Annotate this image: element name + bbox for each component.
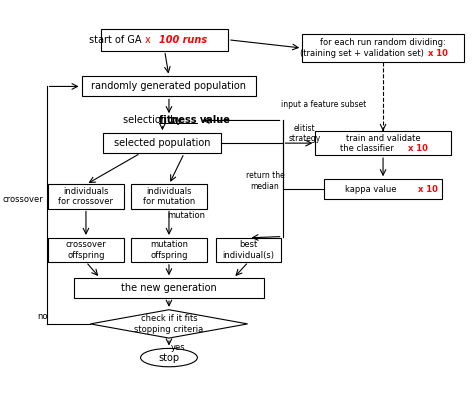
FancyBboxPatch shape (48, 238, 124, 262)
Text: x: x (145, 35, 154, 45)
FancyBboxPatch shape (131, 184, 207, 209)
Text: selected population: selected population (114, 138, 210, 148)
Text: selection by: selection by (123, 116, 185, 125)
Text: x 10: x 10 (409, 143, 428, 152)
FancyBboxPatch shape (74, 278, 264, 298)
Text: no: no (37, 312, 47, 321)
Text: individuals
for mutation: individuals for mutation (143, 187, 195, 206)
Text: (training set + validation set): (training set + validation set) (300, 49, 427, 58)
Text: mutation
offspring: mutation offspring (150, 240, 188, 259)
Text: best
individual(s): best individual(s) (222, 240, 274, 259)
Text: the new generation: the new generation (121, 283, 217, 293)
Text: input a feature subset: input a feature subset (282, 100, 367, 109)
FancyBboxPatch shape (103, 133, 221, 153)
Text: 100 runs: 100 runs (159, 35, 208, 45)
Text: crossover: crossover (2, 195, 43, 204)
FancyBboxPatch shape (82, 76, 256, 96)
Text: stop: stop (158, 353, 180, 363)
Text: start of GA: start of GA (89, 35, 145, 45)
Text: mutation: mutation (167, 211, 205, 220)
FancyBboxPatch shape (324, 179, 442, 199)
Text: x 10: x 10 (418, 185, 438, 194)
Text: the classifier: the classifier (339, 143, 396, 152)
FancyBboxPatch shape (302, 34, 464, 62)
FancyBboxPatch shape (315, 131, 451, 155)
Text: randomly generated population: randomly generated population (91, 81, 246, 92)
Text: train and validate: train and validate (346, 134, 420, 143)
FancyBboxPatch shape (131, 238, 207, 262)
FancyBboxPatch shape (48, 184, 124, 209)
FancyBboxPatch shape (101, 29, 228, 51)
Text: return the
median: return the median (246, 171, 284, 191)
Ellipse shape (141, 349, 197, 367)
Text: yes: yes (170, 343, 185, 353)
Text: individuals
for crossover: individuals for crossover (58, 187, 113, 206)
Text: kappa value: kappa value (345, 185, 399, 194)
Text: for each run random dividing:: for each run random dividing: (320, 38, 446, 47)
Polygon shape (91, 310, 247, 338)
Text: check if it fits
stopping criteria: check if it fits stopping criteria (134, 314, 204, 334)
Text: fitness value: fitness value (159, 116, 230, 125)
Text: elitist
strategy: elitist strategy (288, 124, 320, 143)
FancyBboxPatch shape (216, 238, 281, 262)
Text: x 10: x 10 (428, 49, 447, 58)
Text: crossover
offspring: crossover offspring (65, 240, 106, 259)
